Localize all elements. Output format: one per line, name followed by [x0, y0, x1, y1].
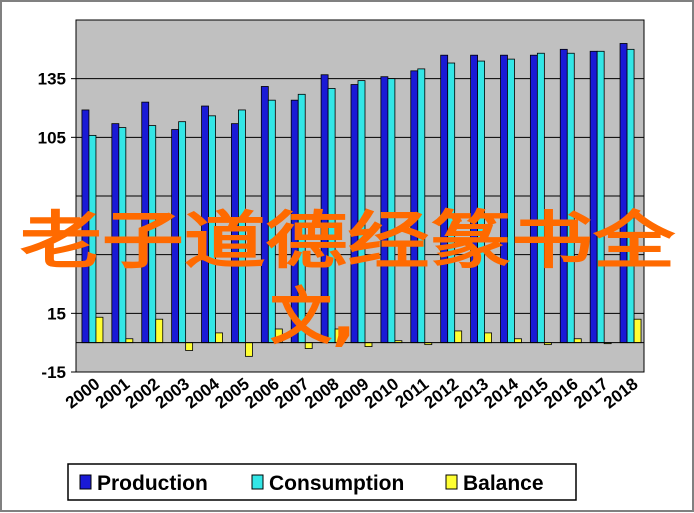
- legend-label: Consumption: [269, 472, 404, 495]
- legend-label: Production: [97, 472, 208, 495]
- consumption-bar: [477, 60, 485, 344]
- overlay-line-2: 文,: [270, 280, 356, 353]
- balance-bar: [484, 332, 492, 344]
- y-tick-labels: -15 15 105 135: [38, 70, 76, 382]
- consumption-bar: [626, 48, 635, 344]
- balance-bar: [454, 330, 463, 344]
- y-tick-label: 135: [38, 70, 66, 89]
- bars: [81, 43, 642, 357]
- legend-swatch: [79, 474, 92, 490]
- overlay-line-1: 老子道德经篆书全: [20, 204, 676, 277]
- balance-bar: [364, 342, 373, 347]
- production-bar: [559, 48, 568, 344]
- legend: Production Consumption Balance: [67, 463, 577, 501]
- legend-swatch: [251, 474, 264, 490]
- y-tick-label: -15: [41, 363, 66, 382]
- consumption-bar: [536, 52, 545, 344]
- balance-bar: [125, 338, 134, 344]
- balance-bar: [514, 338, 522, 344]
- y-tick-label: 15: [47, 304, 66, 323]
- balance-bar: [573, 338, 582, 344]
- legend-swatch: [445, 474, 458, 490]
- production-bar: [589, 50, 598, 344]
- production-bar: [500, 54, 508, 344]
- consumption-bar: [596, 50, 605, 344]
- consumption-bar: [507, 58, 515, 344]
- balance-bar: [95, 316, 104, 344]
- legend-box: [67, 463, 577, 501]
- balance-bar: [155, 318, 164, 344]
- balance-bar: [185, 342, 194, 351]
- y-tick-label: 105: [38, 128, 66, 147]
- balance-bar: [245, 342, 253, 357]
- legend-label: Balance: [463, 472, 544, 495]
- balance-bar: [633, 318, 642, 344]
- production-bar: [619, 43, 628, 344]
- production-bar: [529, 54, 538, 344]
- production-bar: [440, 54, 449, 344]
- consumption-bar: [447, 62, 456, 344]
- consumption-bar: [566, 52, 575, 344]
- balance-bar: [215, 332, 223, 344]
- production-bar: [470, 54, 478, 344]
